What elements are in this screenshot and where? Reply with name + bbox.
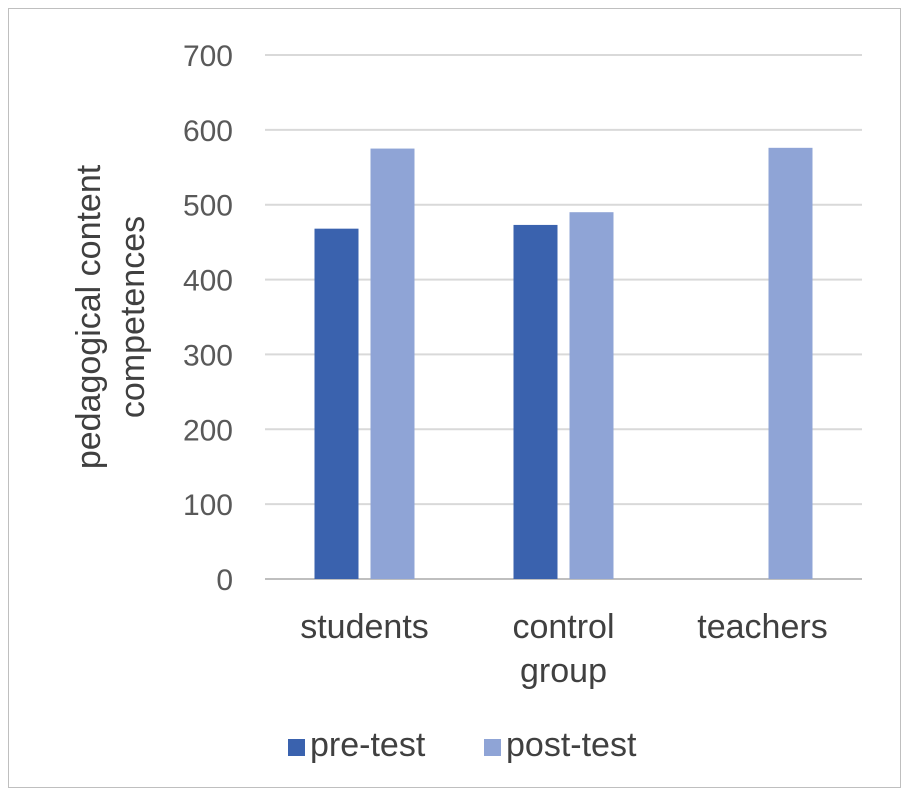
bars xyxy=(314,147,813,580)
y-tick-label: 600 xyxy=(183,115,233,148)
bar-post-test xyxy=(370,148,415,580)
chart-frame xyxy=(8,8,901,788)
legend-swatch-post-test xyxy=(484,739,501,756)
bar-post-test xyxy=(569,212,614,579)
legend-label-post-test: post-test xyxy=(506,726,637,764)
y-axis-title-line: competences xyxy=(114,216,152,418)
category-label: teachers xyxy=(697,608,827,646)
y-tick-label: 400 xyxy=(183,265,233,298)
y-axis-title: pedagogical content competences xyxy=(70,164,152,469)
y-axis-ticks: 0 100 200 300 400 500 600 700 xyxy=(183,40,233,597)
y-tick-label: 500 xyxy=(183,190,233,223)
category-label: control group xyxy=(512,608,614,690)
bar-post-test xyxy=(768,147,813,579)
category-label-line: students xyxy=(300,608,429,646)
y-tick-label: 700 xyxy=(183,40,233,73)
legend-swatch-pre-test xyxy=(288,739,305,756)
bar-pre-test xyxy=(314,228,359,579)
category-label-line: teachers xyxy=(697,608,827,646)
category-label-line: control xyxy=(512,608,614,646)
y-tick-label: 0 xyxy=(216,564,233,597)
category-label-line: group xyxy=(520,652,607,690)
category-label: students xyxy=(300,608,429,646)
y-tick-label: 100 xyxy=(183,489,233,522)
gridlines xyxy=(265,54,862,580)
legend: pre-test post-test xyxy=(288,726,637,764)
x-axis-categories: students control group teachers xyxy=(300,608,827,690)
y-axis-title-line: pedagogical content xyxy=(70,164,108,469)
y-tick-label: 200 xyxy=(183,414,233,447)
y-tick-label: 300 xyxy=(183,339,233,372)
legend-label-pre-test: pre-test xyxy=(310,726,426,764)
bar-pre-test xyxy=(513,224,558,579)
